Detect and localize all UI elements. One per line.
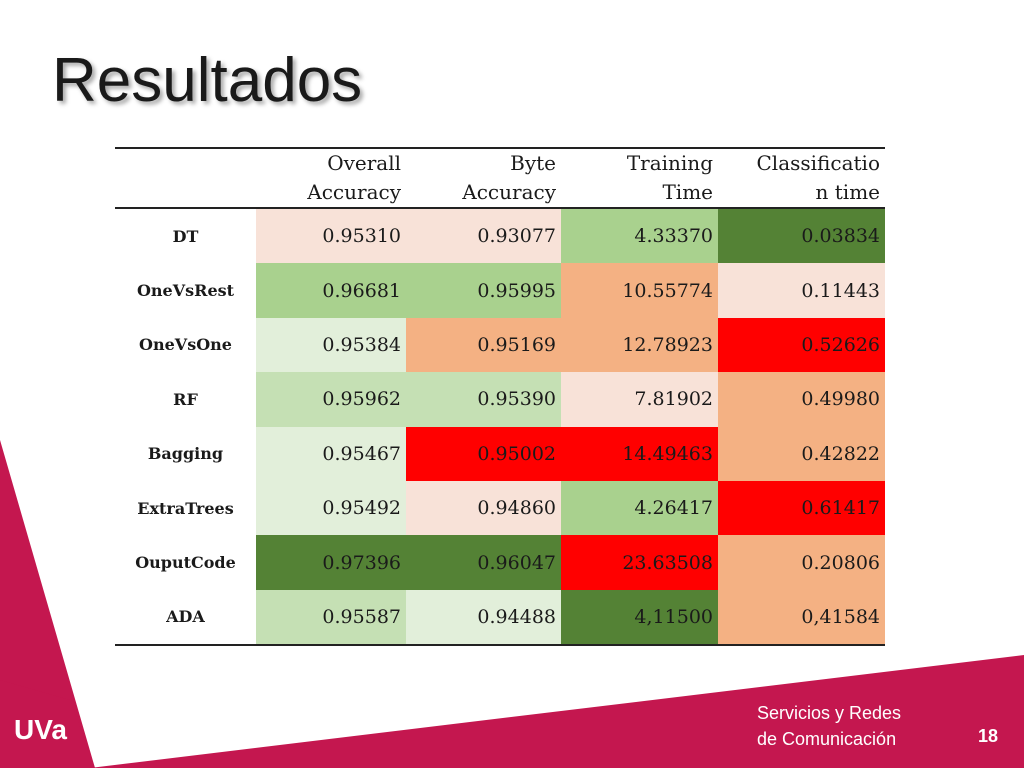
table-cell: 0.93077 xyxy=(406,208,561,264)
slide-title: Resultados xyxy=(52,46,363,115)
table-cell: 0.20806 xyxy=(718,535,885,590)
table-cell: 7.81902 xyxy=(561,372,718,427)
table-cell: 0.95587 xyxy=(256,589,406,646)
row-label: RF xyxy=(173,389,198,409)
table-cell: 14.49463 xyxy=(561,426,718,481)
footer-course-name: Servicios y Redes de Comunicación xyxy=(757,703,902,749)
table-cell: 0.94860 xyxy=(406,480,561,536)
table-cell: 0.96681 xyxy=(256,263,406,318)
table-cell: 0.52626 xyxy=(718,317,885,373)
row-label: OuputCode xyxy=(135,553,236,573)
table-cell: 0.49980 xyxy=(718,372,885,427)
row-label: DT xyxy=(172,226,199,246)
page-number: 18 xyxy=(978,726,999,746)
table-cell: 0.95492 xyxy=(256,480,406,536)
table-cell: 0,41584 xyxy=(718,589,885,646)
row-label: OneVsOne xyxy=(139,335,232,355)
header-byte-accuracy: Byte Accuracy xyxy=(462,151,556,204)
row-label: Bagging xyxy=(147,444,224,464)
table-row: OneVsRest 0.96681 0.95995 10.55774 0.11443 xyxy=(115,263,885,318)
header-training-time: Training Time xyxy=(626,151,713,204)
table-cell: 0.95002 xyxy=(406,426,561,481)
table-cell: 0.03834 xyxy=(718,208,885,264)
row-label: ADA xyxy=(166,607,205,627)
table-row: ExtraTrees 0.95492 0.94860 4.26417 0.61417 xyxy=(115,480,885,536)
table-cell: 0.96047 xyxy=(406,535,561,590)
table-cell: 4.33370 xyxy=(561,208,718,264)
table-row: OuputCode 0.97396 0.96047 23.63508 0.20806 xyxy=(115,535,885,590)
table-cell: 4,11500 xyxy=(561,589,718,646)
header-classification-time: Classificatio n time xyxy=(756,151,881,204)
table-cell: 0.95467 xyxy=(256,426,406,481)
table-row: ADA 0.95587 0.94488 4,11500 0,41584 xyxy=(115,589,885,646)
row-label: OneVsRest xyxy=(136,281,235,301)
table-cell: 0.95169 xyxy=(406,317,561,373)
table-cell: 0.95962 xyxy=(256,372,406,427)
table-row: DT 0.95310 0.93077 4.33370 0.03834 xyxy=(115,208,885,264)
table-cell: 0.97396 xyxy=(256,535,406,590)
row-label: ExtraTrees xyxy=(137,498,234,518)
table-cell: 0.61417 xyxy=(718,480,885,536)
table-cell: 23.63508 xyxy=(561,535,718,590)
header-overall-accuracy: Overall Accuracy xyxy=(307,151,401,204)
table-row: RF 0.95962 0.95390 7.81902 0.49980 xyxy=(115,372,885,427)
table-cell: 0.95390 xyxy=(406,372,561,427)
table-row: OneVsOne 0.95384 0.95169 12.78923 0.52626 xyxy=(115,317,885,373)
table-cell: 0.95995 xyxy=(406,263,561,318)
table-cell: 0.95310 xyxy=(256,208,406,264)
uva-logo: UVa xyxy=(14,714,67,745)
table-cell: 0.11443 xyxy=(718,263,885,318)
header-blank xyxy=(115,148,256,208)
table-cell: 12.78923 xyxy=(561,317,718,373)
table-cell: 10.55774 xyxy=(561,263,718,318)
table-row: Bagging 0.95467 0.95002 14.49463 0.42822 xyxy=(115,426,885,481)
table-header-row: Overall Accuracy Byte Accuracy Training Tim… xyxy=(115,148,885,208)
results-table: Overall Accuracy Byte Accuracy Training Tim… xyxy=(115,147,885,646)
table-cell: 0.95384 xyxy=(256,317,406,373)
table-cell: 0.42822 xyxy=(718,426,885,481)
table-cell: 0.94488 xyxy=(406,589,561,646)
table-cell: 4.26417 xyxy=(561,480,718,536)
